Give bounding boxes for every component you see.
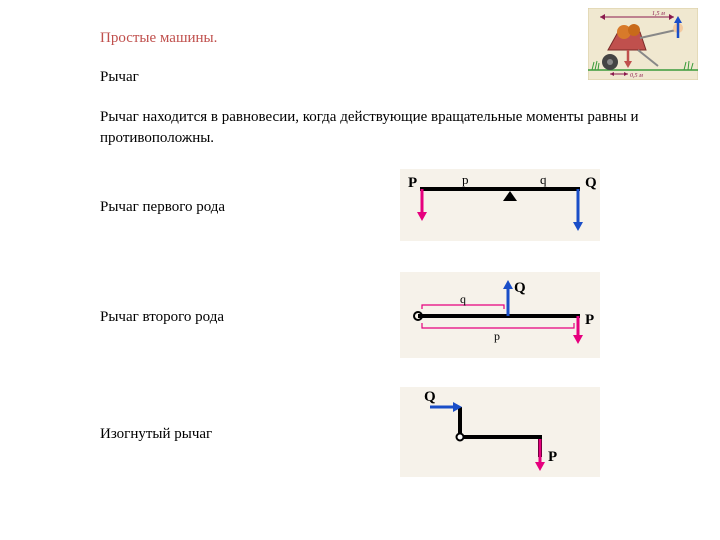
lever-first-kind: Рычаг первого рода P Q p q [100,168,680,248]
lever2-label: Рычаг второго рода [100,309,400,326]
sym-P3: P [548,449,557,465]
lever2-diagram: Q P q p [400,272,680,363]
sym-Q: Q [585,175,597,191]
sym-P2: P [585,312,594,328]
sym-q2: q [460,292,466,306]
lever3-label: Изогнутый рычаг [100,426,400,443]
sym-p: p [462,172,469,187]
lever1-diagram: P Q p q [400,169,680,246]
sym-P: P [408,175,417,191]
subtitle: Рычаг [100,67,680,87]
sym-q: q [540,172,547,187]
dim-1: 1,5 м [652,11,665,17]
lever-second-kind: Рычаг второго рода Q P q [100,272,680,363]
sym-Q3: Q [424,389,436,405]
lever1-label: Рычаг первого рода [100,199,400,216]
sym-Q2: Q [514,280,526,296]
description: Рычаг находится в равновесии, когда дейс… [100,107,680,148]
lever3-diagram: Q P [400,387,680,482]
page-title: Простые машины. [100,30,680,47]
sym-p2: p [494,329,500,343]
page-content: Простые машины. Рычаг Рычаг находится в … [100,30,680,506]
bent-lever: Изогнутый рычаг Q P [100,387,680,482]
